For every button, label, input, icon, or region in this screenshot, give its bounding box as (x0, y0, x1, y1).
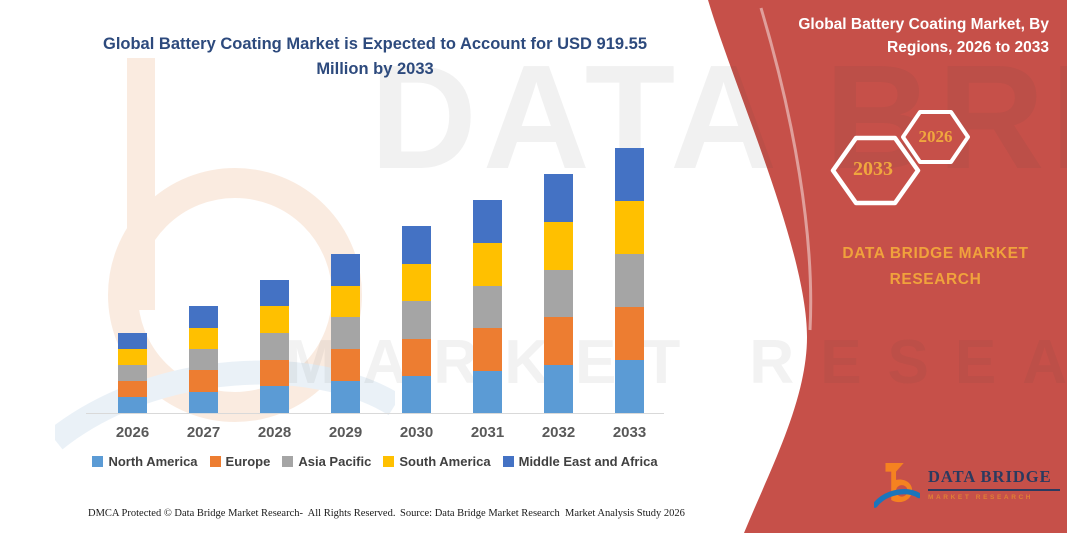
legend-swatch (209, 456, 221, 467)
legend-swatch (282, 456, 294, 467)
bar-segment-2030-north-america (402, 375, 431, 413)
x-axis-label-2027: 2027 (186, 424, 221, 441)
bar-segment-2030-asia-pacific (402, 301, 431, 339)
bar-segment-2033-europe (615, 307, 644, 360)
bar-2032 (544, 174, 573, 413)
bar-segment-2031-south-america (473, 243, 502, 286)
bar-segment-2031-asia-pacific (473, 285, 502, 329)
bar-segment-2028-asia-pacific (260, 332, 289, 360)
bar-2028 (260, 279, 289, 413)
legend-item-south-america: South America (383, 454, 491, 469)
bar-segment-2030-europe (402, 338, 431, 376)
bar-2027 (189, 306, 218, 413)
bar-segment-2027-north-america (189, 391, 218, 413)
logo-name: DATA BRIDGE (928, 467, 1060, 491)
bar-segment-2028-europe (260, 359, 289, 387)
bar-segment-2032-asia-pacific (544, 269, 573, 318)
bar-segment-2032-south-america (544, 221, 573, 270)
x-axis-label-2032: 2032 (541, 424, 576, 441)
x-axis-labels: 2026 2027 2028 2029 2030 2031 2032 2033 (88, 424, 662, 444)
x-axis-label-2030: 2030 (399, 424, 434, 441)
x-axis-label-2028: 2028 (257, 424, 292, 441)
bar-segment-2031-north-america (473, 370, 502, 413)
bar-segment-2028-south-america (260, 306, 289, 333)
bar-2026 (118, 332, 147, 413)
x-axis-label-2029: 2029 (328, 424, 363, 441)
legend-swatch (502, 456, 514, 467)
legend-label: Europe (225, 454, 271, 469)
bar-segment-2033-north-america (615, 360, 644, 413)
dmca-notice: DMCA Protected © Data Bridge Market Rese… (88, 508, 396, 519)
legend-item-north-america: North America (92, 454, 198, 469)
bar-segment-2031-europe (473, 328, 502, 371)
bar-segment-2028-middle-east-and-africa (260, 279, 289, 307)
bar-segment-2033-middle-east-and-africa (615, 148, 644, 202)
side-panel-heading: Global Battery Coating Market, By Region… (798, 16, 1049, 57)
bar-segment-2028-north-america (260, 386, 289, 413)
bar-segment-2032-middle-east-and-africa (544, 174, 573, 222)
brand-name-text: DATA BRIDGE MARKET RESEARCH (842, 245, 1029, 288)
bar-segment-2027-asia-pacific (189, 349, 218, 371)
bar-segment-2029-north-america (331, 381, 360, 413)
bar-segment-2030-middle-east-and-africa (402, 226, 431, 264)
bar-segment-2029-europe (331, 349, 360, 381)
bar-segment-2027-south-america (189, 327, 218, 350)
bar-segment-2032-europe (544, 317, 573, 366)
bar-segment-2027-europe (189, 370, 218, 392)
bar-segment-2029-middle-east-and-africa (331, 253, 360, 286)
logo-b-icon (874, 463, 920, 508)
legend-item-europe: Europe (209, 454, 271, 469)
bar-segment-2029-asia-pacific (331, 317, 360, 350)
logo-text: DATA BRIDGE MARKET RESEARCH (928, 467, 1060, 501)
bar-2029 (331, 253, 360, 413)
bar-segment-2031-middle-east-and-africa (473, 200, 502, 244)
badge-year-2033: 2033 (853, 158, 893, 180)
x-axis-label-2026: 2026 (115, 424, 150, 441)
legend-swatch (92, 456, 104, 467)
bar-2031 (473, 200, 502, 413)
bar-plot-area (88, 148, 662, 413)
logo-tagline: MARKET RESEARCH (928, 494, 1034, 501)
bar-2033 (615, 148, 644, 413)
x-axis-line (86, 413, 664, 414)
legend-label: North America (108, 454, 198, 469)
legend-item-asia-pacific: Asia Pacific (282, 454, 371, 469)
bar-2030 (402, 226, 431, 413)
legend-label: South America (399, 454, 491, 469)
chart-title: Global Battery Coating Market is Expecte… (102, 35, 648, 78)
legend-item-middle-east-and-africa: Middle East and Africa (502, 454, 658, 469)
source-note: Source: Data Bridge Market Research Mark… (400, 508, 685, 519)
bar-segment-2026-asia-pacific (118, 364, 147, 382)
bar-segment-2032-north-america (544, 365, 573, 413)
legend-label: Asia Pacific (298, 454, 372, 469)
bar-segment-2027-middle-east-and-africa (189, 306, 218, 328)
bar-segment-2026-europe (118, 381, 147, 397)
bar-segment-2030-south-america (402, 263, 431, 302)
x-axis-label-2033: 2033 (612, 424, 647, 441)
chart-legend: North America Europe Asia Pacific South Ame… (88, 454, 662, 469)
bar-segment-2033-asia-pacific (615, 254, 644, 307)
bar-segment-2029-south-america (331, 285, 360, 318)
bar-segment-2026-middle-east-and-africa (118, 332, 147, 350)
badge-year-2026: 2026 (918, 127, 953, 146)
company-logo: DATA BRIDGE MARKET RESEARCH (874, 458, 1064, 520)
x-axis-label-2031: 2031 (470, 424, 505, 441)
bar-segment-2026-north-america (118, 396, 147, 413)
bar-segment-2033-south-america (615, 201, 644, 254)
legend-label: Middle East and Africa (518, 454, 658, 469)
bar-segment-2026-south-america (118, 349, 147, 365)
legend-swatch (383, 456, 395, 467)
